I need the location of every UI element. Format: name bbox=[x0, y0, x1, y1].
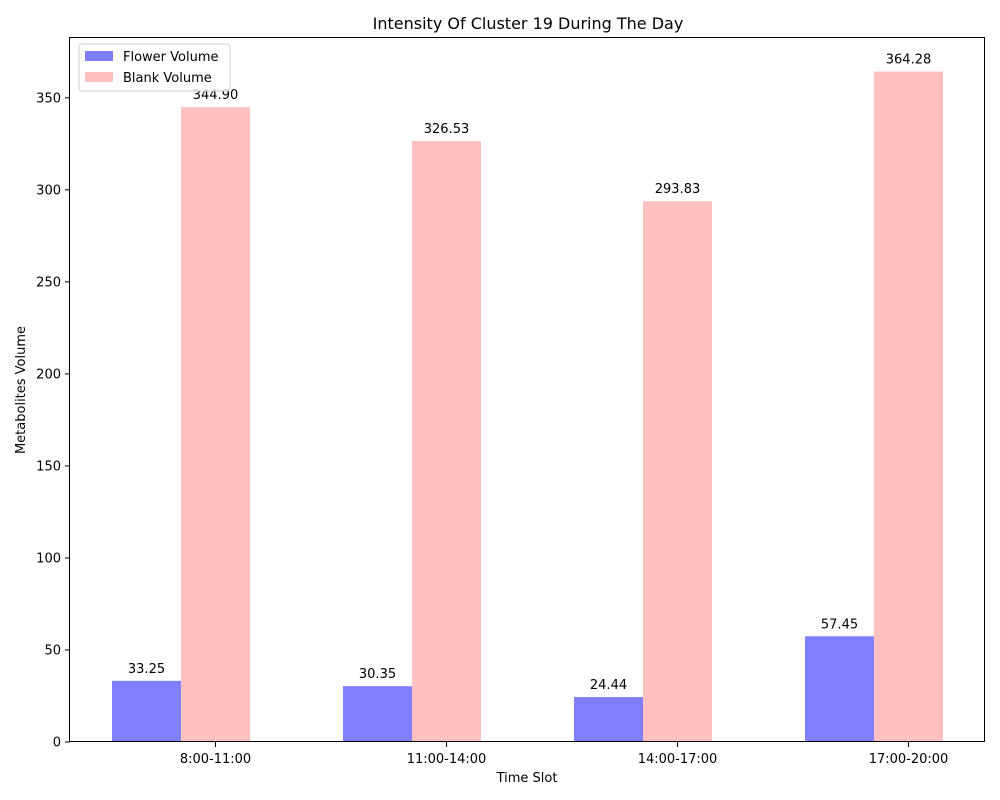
data-label-flower-0: 33.25 bbox=[128, 662, 165, 677]
data-label-blank-3: 364.28 bbox=[886, 53, 932, 68]
y-tick-label: 300 bbox=[36, 183, 61, 198]
x-tick-label: 17:00-20:00 bbox=[869, 752, 949, 767]
data-labels-layer: 33.25 344.90 30.35 326.53 24.44 293.83 57.45 36… bbox=[128, 53, 931, 693]
y-tick-label: 50 bbox=[44, 643, 61, 658]
y-tick-label: 150 bbox=[36, 459, 61, 474]
data-label-flower-1: 30.35 bbox=[359, 667, 396, 682]
y-tick-label: 350 bbox=[36, 91, 61, 106]
legend-swatch-flower bbox=[85, 51, 113, 61]
data-label-flower-2: 24.44 bbox=[590, 678, 627, 693]
x-axis-title: Time Slot bbox=[496, 771, 558, 786]
y-axis: 0 50 100 150 200 250 300 350 bbox=[36, 91, 70, 751]
bar-blank-3 bbox=[874, 71, 943, 743]
x-tick-label: 11:00-14:00 bbox=[407, 752, 487, 767]
bar-blank-0 bbox=[181, 107, 250, 742]
y-tick-label: 0 bbox=[53, 736, 61, 751]
data-label-flower-3: 57.45 bbox=[821, 617, 858, 632]
bar-flower-2 bbox=[574, 697, 643, 742]
bar-blank-1 bbox=[412, 141, 481, 743]
legend: Flower Volume Blank Volume bbox=[78, 43, 231, 92]
bar-flower-1 bbox=[343, 686, 412, 742]
y-tick-label: 200 bbox=[36, 367, 61, 382]
data-label-blank-0: 344.90 bbox=[193, 88, 239, 103]
legend-swatch-blank bbox=[85, 72, 113, 82]
bar-blank-2 bbox=[643, 201, 712, 742]
y-tick-label: 250 bbox=[36, 275, 61, 290]
x-tick-label: 8:00-11:00 bbox=[180, 752, 251, 767]
legend-box bbox=[78, 43, 231, 92]
bars-layer bbox=[112, 71, 943, 743]
legend-label-flower: Flower Volume bbox=[123, 50, 219, 65]
x-tick-label: 14:00-17:00 bbox=[638, 752, 718, 767]
legend-label-blank: Blank Volume bbox=[123, 71, 212, 86]
bar-flower-3 bbox=[805, 636, 874, 742]
chart-title: Intensity Of Cluster 19 During The Day bbox=[373, 14, 684, 33]
data-label-blank-1: 326.53 bbox=[424, 122, 470, 137]
y-tick-label: 100 bbox=[36, 551, 61, 566]
plot-frame bbox=[69, 37, 985, 742]
data-label-blank-2: 293.83 bbox=[655, 182, 701, 197]
x-axis: 8:00-11:00 11:00-14:00 14:00-17:00 17:00-20… bbox=[180, 742, 948, 767]
bar-flower-0 bbox=[112, 680, 181, 742]
y-axis-title: Metabolites Volume bbox=[14, 326, 29, 454]
